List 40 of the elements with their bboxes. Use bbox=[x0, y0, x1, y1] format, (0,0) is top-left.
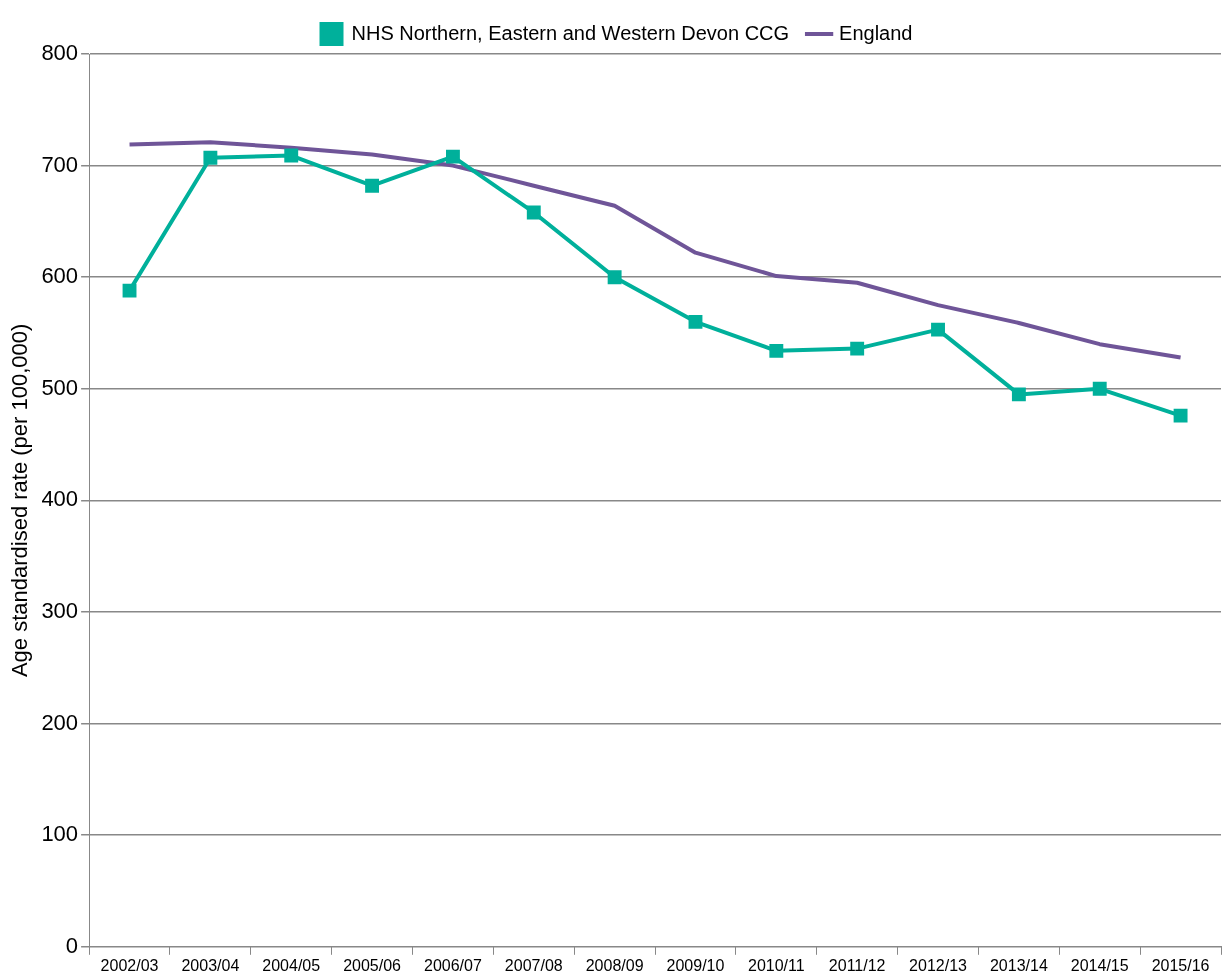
x-tick-label: 2007/08 bbox=[504, 956, 563, 974]
x-tick-label: 2006/07 bbox=[424, 956, 482, 974]
point bbox=[365, 178, 380, 193]
x-tick-label: 2008/09 bbox=[585, 956, 644, 974]
point bbox=[526, 205, 541, 220]
y-tick-label: 700 bbox=[41, 151, 79, 177]
y-tick-label: 0 bbox=[65, 932, 79, 958]
x-tick-label: 2014/15 bbox=[1070, 956, 1129, 974]
x-tick-label: 2009/10 bbox=[666, 956, 725, 974]
x-tick-label: 2002/03 bbox=[100, 956, 159, 974]
point bbox=[769, 343, 784, 358]
x-tick-label: 2015/16 bbox=[1151, 956, 1210, 974]
x-tick-label: 2012/13 bbox=[909, 956, 968, 974]
point bbox=[850, 341, 865, 356]
point bbox=[931, 322, 945, 337]
x-tick-label: 2005/06 bbox=[343, 956, 402, 974]
y-tick-label: 100 bbox=[41, 821, 79, 847]
x-tick-label: 2011/12 bbox=[828, 956, 886, 974]
x-tick-label: 2010/11 bbox=[748, 956, 805, 974]
point bbox=[445, 149, 460, 164]
y-axis-title: Age standardised rate (per 100,000) bbox=[7, 323, 33, 678]
point bbox=[1011, 387, 1026, 402]
x-tick-label: 2004/05 bbox=[262, 956, 321, 974]
y-tick-label: 500 bbox=[41, 374, 79, 400]
legend-label: NHS Northern, Eastern and Western Devon CCG bbox=[351, 21, 790, 44]
point bbox=[688, 314, 703, 329]
point bbox=[122, 283, 137, 298]
x-tick-label: 2013/14 bbox=[989, 956, 1048, 974]
y-tick-label: 400 bbox=[41, 486, 79, 512]
point bbox=[284, 148, 299, 163]
point bbox=[1173, 408, 1188, 423]
point bbox=[1092, 381, 1107, 396]
legend-label: England bbox=[839, 21, 913, 44]
y-tick-label: 300 bbox=[41, 598, 79, 624]
y-tick-label: 600 bbox=[41, 263, 79, 289]
x-tick-label: 2003/04 bbox=[181, 956, 240, 974]
point bbox=[607, 270, 622, 285]
point bbox=[203, 150, 218, 165]
y-tick-label: 800 bbox=[41, 40, 79, 66]
y-tick-label: 200 bbox=[41, 709, 79, 735]
